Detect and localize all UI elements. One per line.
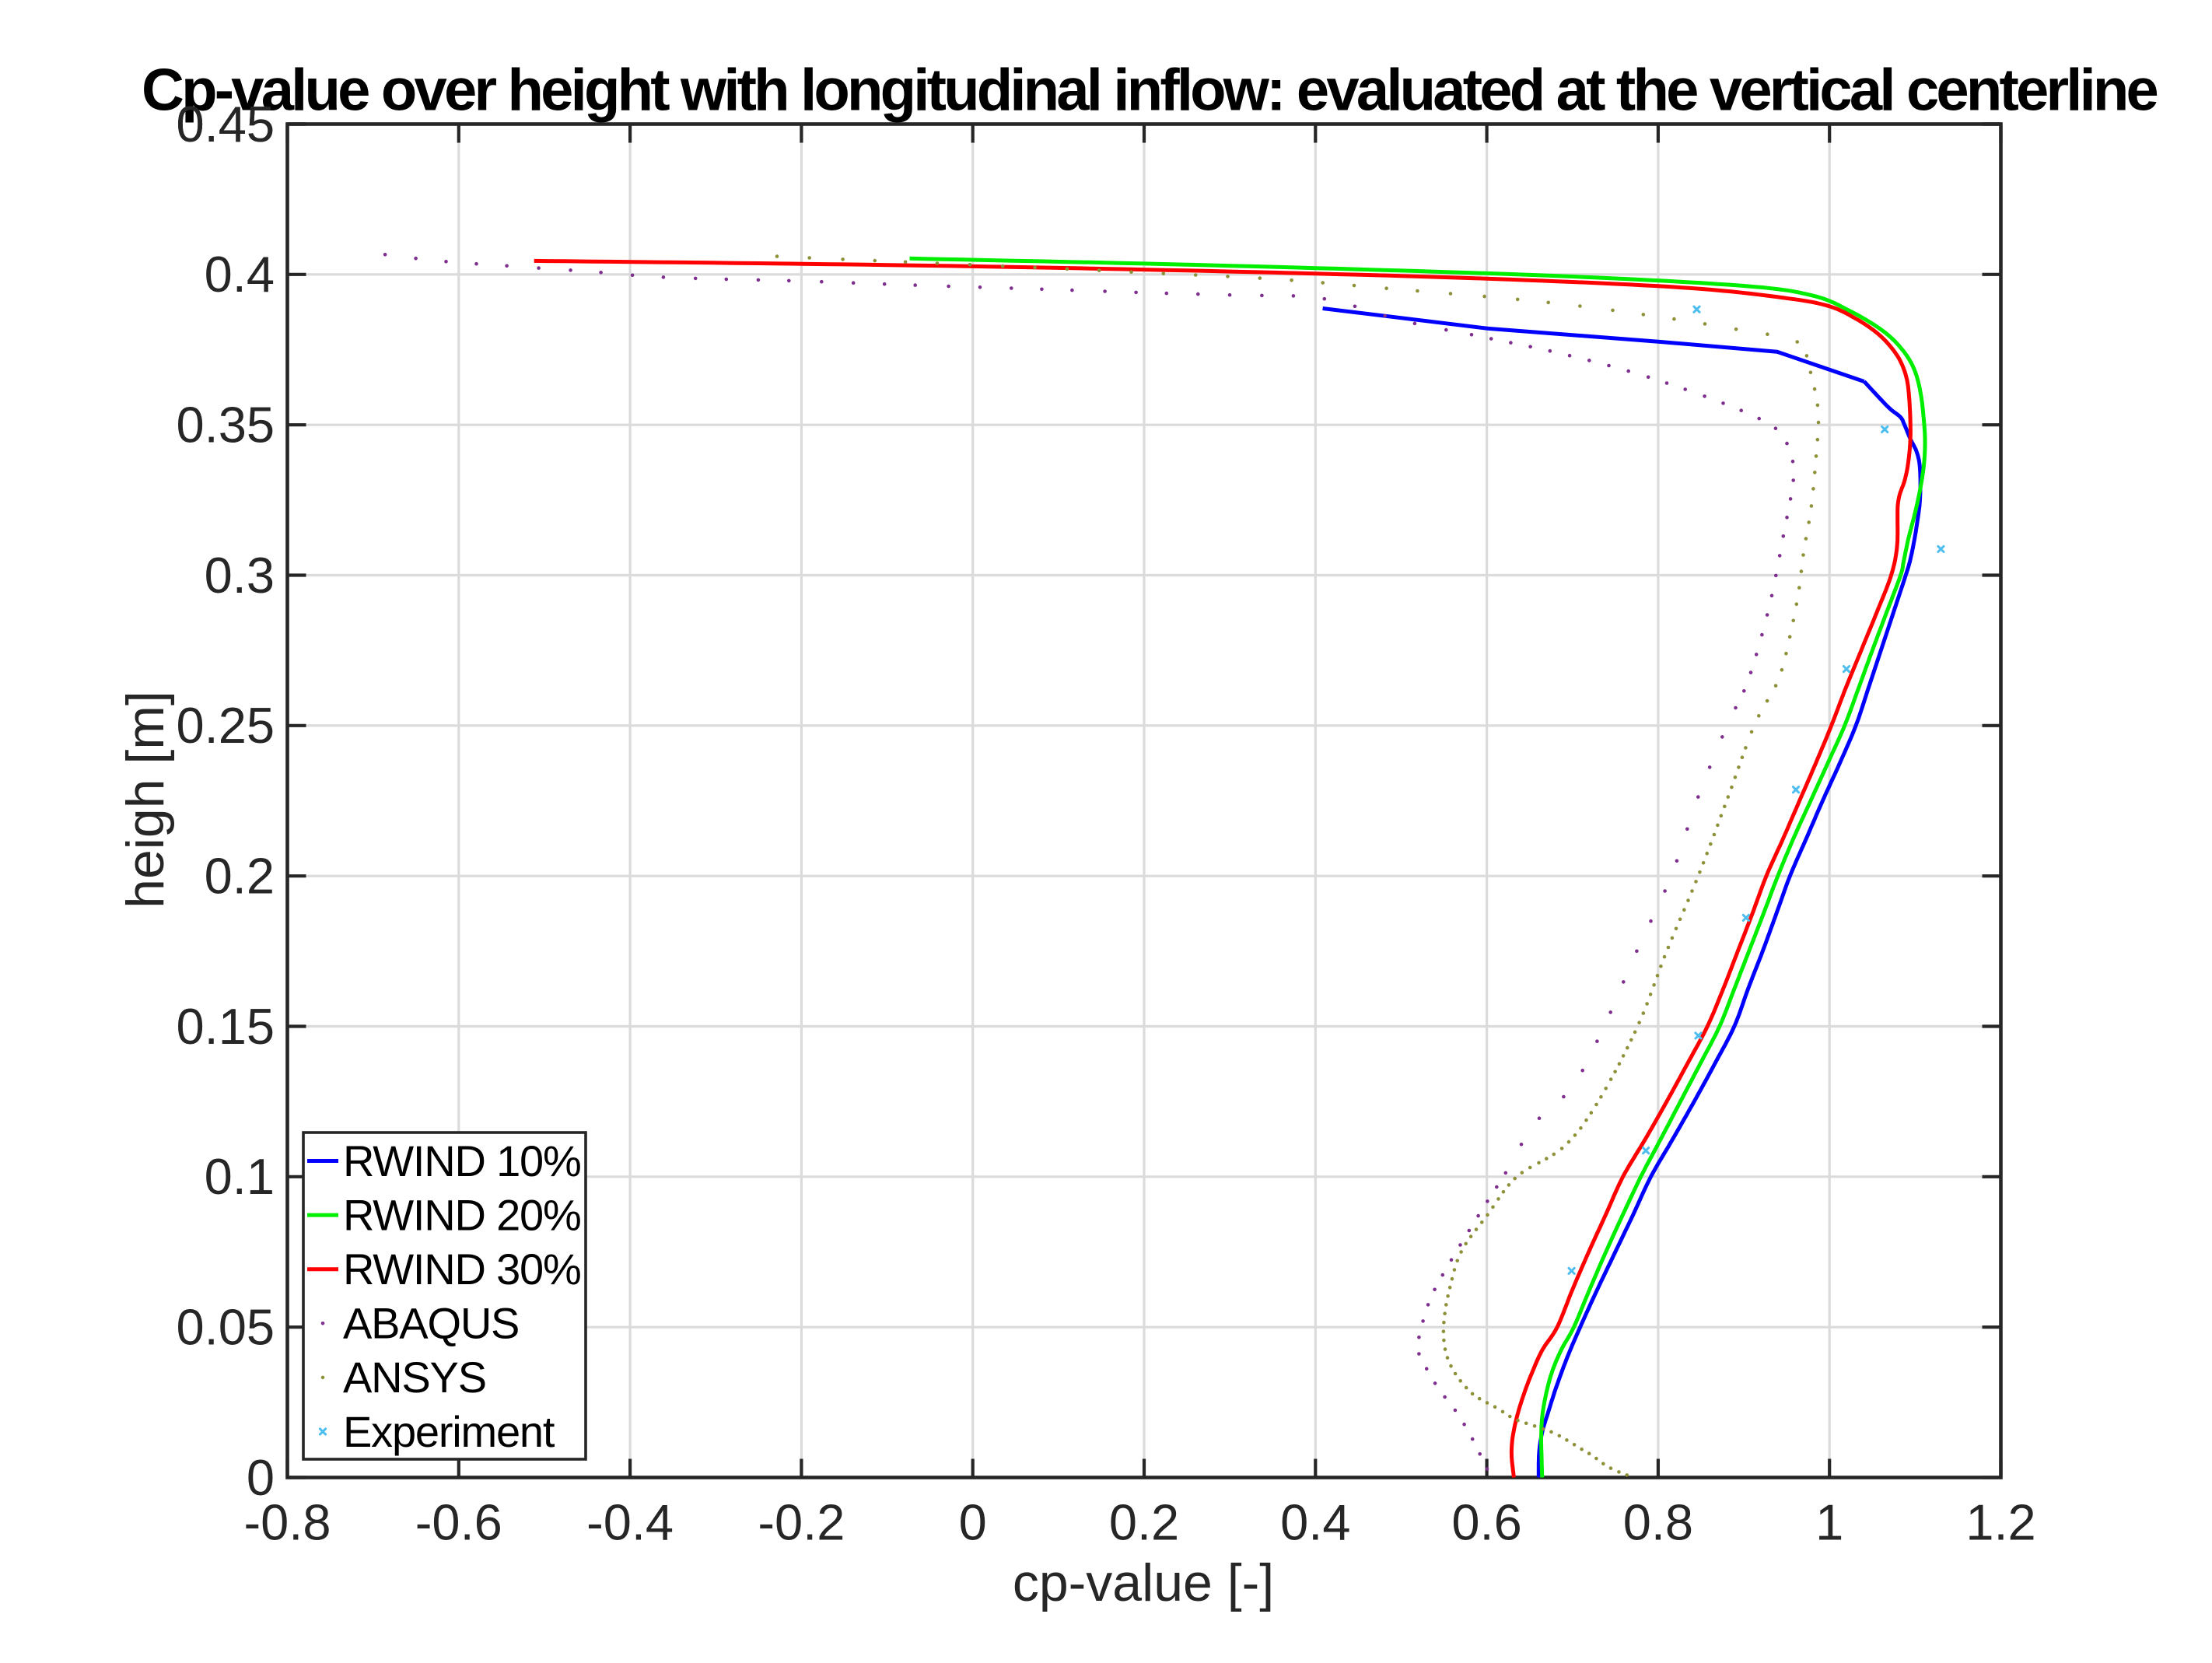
- svg-text:1: 1: [1815, 1493, 1843, 1550]
- svg-text:0.4: 0.4: [1280, 1493, 1350, 1550]
- svg-text:0: 0: [247, 1449, 275, 1506]
- svg-text:0.4: 0.4: [205, 246, 275, 303]
- svg-text:0.2: 0.2: [205, 848, 275, 905]
- svg-text:0.3: 0.3: [205, 547, 275, 604]
- svg-text:ANSYS: ANSYS: [343, 1353, 486, 1402]
- svg-text:0: 0: [959, 1493, 987, 1550]
- svg-text:ABAQUS: ABAQUS: [343, 1299, 519, 1348]
- svg-text:RWIND 30%: RWIND 30%: [343, 1245, 581, 1294]
- svg-text:0.25: 0.25: [176, 697, 275, 754]
- svg-text:RWIND 20%: RWIND 20%: [343, 1190, 581, 1239]
- svg-text:0.45: 0.45: [176, 96, 275, 152]
- svg-text:cp-value [-]: cp-value [-]: [1013, 1553, 1274, 1612]
- svg-text:0.2: 0.2: [1109, 1493, 1179, 1550]
- svg-text:Cp-value over height with long: Cp-value over height with longitudinal i…: [142, 58, 2158, 124]
- svg-text:0.15: 0.15: [176, 998, 275, 1055]
- svg-text:0.05: 0.05: [176, 1299, 275, 1356]
- svg-text:0.8: 0.8: [1623, 1493, 1693, 1550]
- svg-text:0.45: 0.45: [176, 96, 275, 152]
- svg-text:-0.4: -0.4: [586, 1493, 674, 1550]
- svg-text:0.35: 0.35: [176, 397, 275, 453]
- svg-text:0.6: 0.6: [1451, 1493, 1521, 1550]
- svg-text:Experiment: Experiment: [343, 1407, 555, 1456]
- svg-text:0.1: 0.1: [205, 1148, 275, 1205]
- svg-text:RWIND 10%: RWIND 10%: [343, 1136, 581, 1185]
- svg-text:heigh [m]: heigh [m]: [116, 691, 175, 909]
- svg-text:-0.6: -0.6: [415, 1493, 502, 1550]
- svg-text:1.2: 1.2: [1965, 1493, 2035, 1550]
- svg-text:-0.2: -0.2: [758, 1493, 845, 1550]
- svg-text:-0.8: -0.8: [243, 1493, 331, 1550]
